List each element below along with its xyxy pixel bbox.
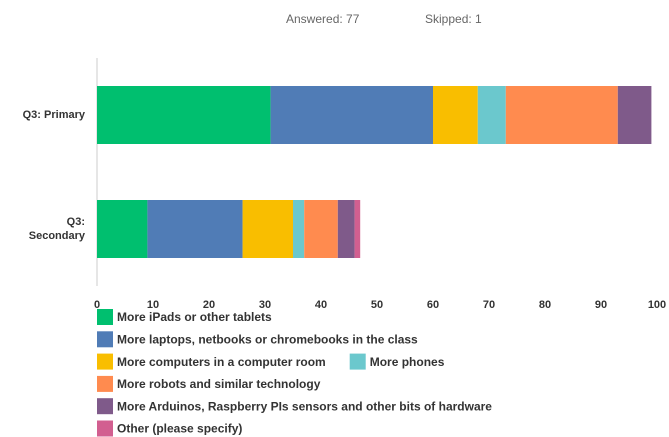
legend-swatch <box>97 353 113 370</box>
bar-segment <box>477 86 506 144</box>
x-tick-label: 60 <box>427 299 439 311</box>
x-tick-label: 0 <box>94 299 100 311</box>
bar-segment <box>97 86 271 144</box>
bar-segment <box>617 86 652 144</box>
legend-swatch <box>97 331 113 348</box>
bar-segment <box>242 200 293 258</box>
bar-segment <box>270 86 433 144</box>
x-tick-label: 100 <box>648 299 666 311</box>
x-tick-label: 10 <box>147 299 159 311</box>
category-label: Q3: Secondary <box>28 216 85 242</box>
legend-label: More phones <box>370 355 445 369</box>
legend-label: More Arduinos, Raspberry PIs sensors and… <box>117 399 492 413</box>
x-tick-label: 20 <box>203 299 215 311</box>
bar-segment <box>505 86 618 144</box>
bar-segment <box>293 200 305 258</box>
x-tick-label: 80 <box>539 299 551 311</box>
subtitle: Skipped: 1 <box>425 12 482 26</box>
legend-swatch <box>349 353 366 370</box>
bar-segment <box>147 200 243 258</box>
bar-segment <box>337 200 355 258</box>
x-tick-label: 70 <box>483 299 495 311</box>
bar-segment <box>433 86 478 144</box>
x-tick-label: 90 <box>595 299 607 311</box>
legend-label: More computers in a computer room <box>117 355 326 369</box>
bar-segment <box>304 200 338 258</box>
x-tick-label: 50 <box>371 299 383 311</box>
legend-label: More iPads or other tablets <box>117 310 272 324</box>
bar-segment <box>97 200 148 258</box>
category-label: Q3: Primary <box>22 109 85 121</box>
legend-label: More robots and similar technology <box>117 377 321 391</box>
x-tick-label: 30 <box>259 299 271 311</box>
legend-label: Other (please specify) <box>117 422 242 436</box>
legend-swatch <box>97 398 113 415</box>
legend-swatch <box>97 375 113 392</box>
subtitle: Answered: 77 <box>286 12 360 26</box>
legend-label: More laptops, netbooks or chromebooks in… <box>117 332 418 346</box>
x-tick-label: 40 <box>315 299 327 311</box>
legend-swatch <box>97 309 113 325</box>
bar-segment <box>354 200 361 258</box>
legend-swatch <box>97 420 113 437</box>
